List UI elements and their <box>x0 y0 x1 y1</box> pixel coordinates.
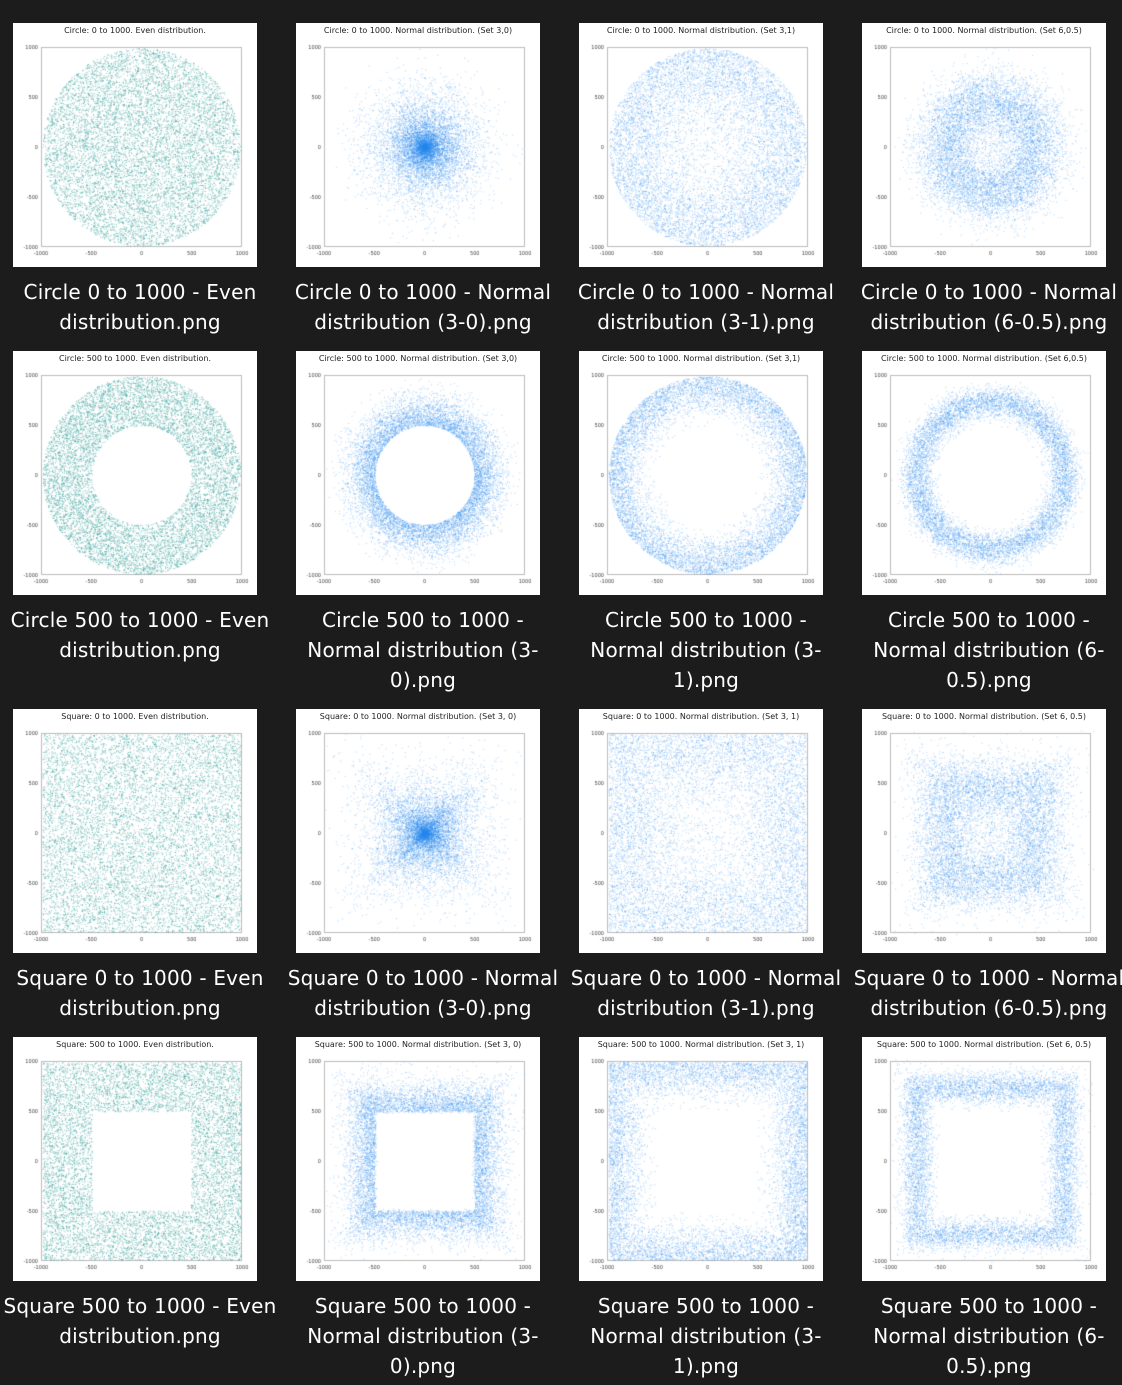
file-name: Circle 500 to 1000 - Normal distribution… <box>307 608 539 692</box>
file-thumbnail: Square: 500 to 1000. Normal distribution… <box>862 1037 1106 1281</box>
file-thumbnail: Circle: 0 to 1000. Normal distribution. … <box>579 23 823 267</box>
scatter-plot-image <box>579 709 823 953</box>
scatter-plot-image <box>862 709 1106 953</box>
plot-title: Circle: 0 to 1000. Normal distribution. … <box>323 26 513 35</box>
file-thumbnail: Square: 0 to 1000. Even distribution. <box>13 709 257 953</box>
plot-title: Square: 500 to 1000. Normal distribution… <box>314 1040 522 1049</box>
scatter-plot-image <box>296 23 540 267</box>
scatter-plot-image <box>296 709 540 953</box>
scatter-plot-image <box>862 23 1106 267</box>
scatter-plot-image <box>579 23 823 267</box>
file-thumbnail: Circle: 0 to 1000. Normal distribution. … <box>862 23 1106 267</box>
plot-title: Circle: 500 to 1000. Normal distribution… <box>601 354 801 363</box>
file-name: Square 500 to 1000 - Normal distribution… <box>307 1294 539 1378</box>
file-name: Square 500 to 1000 - Even distribution.p… <box>3 1294 277 1348</box>
file-thumbnail: Circle: 0 to 1000. Even distribution. <box>13 23 257 267</box>
file-thumbnail: Square: 500 to 1000. Normal distribution… <box>579 1037 823 1281</box>
scatter-plot-image <box>13 1037 257 1281</box>
plot-title: Square: 0 to 1000. Even distribution. <box>61 712 209 721</box>
file-thumbnail: Square: 0 to 1000. Normal distribution. … <box>862 709 1106 953</box>
scatter-plot-image <box>579 1037 823 1281</box>
file-name: Square 0 to 1000 - Normal distribution (… <box>853 966 1122 1020</box>
file-name: Circle 500 to 1000 - Normal distribution… <box>873 608 1105 692</box>
file-name: Circle 0 to 1000 - Normal distribution (… <box>294 280 552 334</box>
plot-title: Square: 0 to 1000. Normal distribution. … <box>881 712 1087 721</box>
file-thumbnail: Circle: 500 to 1000. Normal distribution… <box>862 351 1106 595</box>
plot-title: Square: 500 to 1000. Normal distribution… <box>876 1040 1092 1049</box>
plot-title: Square: 0 to 1000. Normal distribution. … <box>319 712 517 721</box>
file-name: Square 0 to 1000 - Normal distribution (… <box>570 966 842 1020</box>
scatter-plot-image <box>862 351 1106 595</box>
plot-title: Circle: 0 to 1000. Even distribution. <box>64 26 206 35</box>
scatter-plot-image <box>13 23 257 267</box>
file-name: Circle 0 to 1000 - Even distribution.png <box>23 280 257 334</box>
file-name: Circle 500 to 1000 - Normal distribution… <box>590 608 822 692</box>
plot-title: Circle: 0 to 1000. Normal distribution. … <box>606 26 796 35</box>
file-name: Circle 0 to 1000 - Normal distribution (… <box>860 280 1118 334</box>
plot-title: Square: 500 to 1000. Even distribution. <box>56 1040 214 1049</box>
plot-title: Circle: 500 to 1000. Even distribution. <box>59 354 211 363</box>
file-thumbnail: Circle: 500 to 1000. Normal distribution… <box>579 351 823 595</box>
file-thumbnail: Circle: 500 to 1000. Normal distribution… <box>296 351 540 595</box>
file-name: Square 500 to 1000 - Normal distribution… <box>873 1294 1105 1378</box>
scatter-plot-image <box>862 1037 1106 1281</box>
plot-title: Circle: 500 to 1000. Normal distribution… <box>318 354 518 363</box>
scatter-plot-image <box>13 709 257 953</box>
file-thumbnail: Square: 500 to 1000. Even distribution. <box>13 1037 257 1281</box>
file-name: Circle 500 to 1000 - Even distribution.p… <box>10 608 270 662</box>
file-name: Square 0 to 1000 - Even distribution.png <box>16 966 264 1020</box>
file-name: Square 500 to 1000 - Normal distribution… <box>590 1294 822 1378</box>
scatter-plot-image <box>296 1037 540 1281</box>
file-thumbnail: Circle: 500 to 1000. Even distribution. <box>13 351 257 595</box>
plot-title: Square: 500 to 1000. Normal distribution… <box>597 1040 805 1049</box>
plot-title: Circle: 0 to 1000. Normal distribution. … <box>886 26 1082 35</box>
scatter-plot-image <box>579 351 823 595</box>
file-thumbnail: Circle: 0 to 1000. Normal distribution. … <box>296 23 540 267</box>
plot-title: Circle: 500 to 1000. Normal distribution… <box>881 354 1087 363</box>
file-name: Square 0 to 1000 - Normal distribution (… <box>287 966 559 1020</box>
file-name: Circle 0 to 1000 - Normal distribution (… <box>577 280 835 334</box>
plot-title: Square: 0 to 1000. Normal distribution. … <box>602 712 800 721</box>
scatter-plot-image <box>296 351 540 595</box>
file-thumbnail: Square: 0 to 1000. Normal distribution. … <box>296 709 540 953</box>
scatter-plot-image <box>13 351 257 595</box>
file-thumbnail: Square: 500 to 1000. Normal distribution… <box>296 1037 540 1281</box>
file-thumbnail: Square: 0 to 1000. Normal distribution. … <box>579 709 823 953</box>
